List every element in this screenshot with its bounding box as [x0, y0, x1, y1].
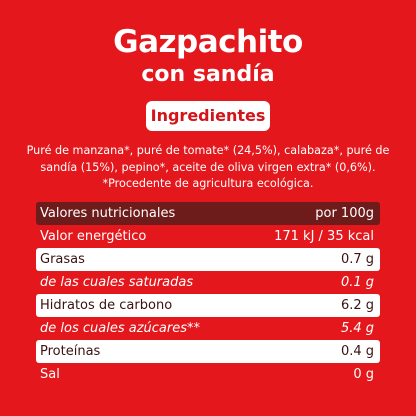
- table-row: de los cuales azúcares** 5.4 g: [36, 317, 380, 340]
- nutrition-table: Valores nutricionales por 100g Valor ene…: [36, 202, 380, 386]
- ingredients-line: *Procedente de agricultura ecológica.: [102, 177, 314, 190]
- nutrient-name: Sal: [40, 367, 60, 382]
- table-row: Valor energético 171 kJ / 35 kcal: [36, 225, 380, 248]
- nutrient-value: 0.7 g: [340, 252, 374, 267]
- nutrient-name: de las cuales saturadas: [40, 275, 194, 290]
- nutrient-value: 0.4 g: [340, 344, 374, 359]
- nutrient-value: 6.2 g: [340, 298, 374, 313]
- table-row: de las cuales saturadas 0.1 g: [36, 271, 380, 294]
- ingredients-line: Puré de manzana*, puré de tomate* (24,5%…: [26, 144, 390, 157]
- table-row: Sal 0 g: [36, 363, 380, 386]
- nutrient-name: Hidratos de carbono: [40, 298, 173, 313]
- ingredients-heading: Ingredientes: [146, 101, 270, 131]
- ingredients-text: Puré de manzana*, puré de tomate* (24,5%…: [10, 143, 406, 193]
- subtitle: con sandía: [141, 62, 275, 87]
- table-row: Hidratos de carbono 6.2 g: [36, 294, 380, 317]
- title: Gazpachito: [113, 24, 303, 60]
- nutrient-value: 171 kJ / 35 kcal: [274, 229, 374, 244]
- nutrient-name: Grasas: [40, 252, 85, 267]
- nutrient-name: de los cuales azúcares**: [40, 321, 200, 336]
- nutrient-name: Proteínas: [40, 344, 101, 359]
- ingredients-line: sandía (15%), pepino*, aceite de oliva v…: [40, 160, 376, 174]
- nutrient-name: Valor energético: [40, 229, 147, 244]
- nutrient-value: 0.1 g: [340, 275, 374, 290]
- header-cell: por 100g: [315, 206, 374, 221]
- nutrient-value: 0 g: [353, 367, 374, 382]
- table-row: Grasas 0.7 g: [36, 248, 380, 271]
- table-header: Valores nutricionales por 100g: [36, 202, 380, 225]
- table-row: Proteínas 0.4 g: [36, 340, 380, 363]
- header-cell: Valores nutricionales: [40, 206, 176, 221]
- nutrient-value: 5.4 g: [340, 321, 374, 336]
